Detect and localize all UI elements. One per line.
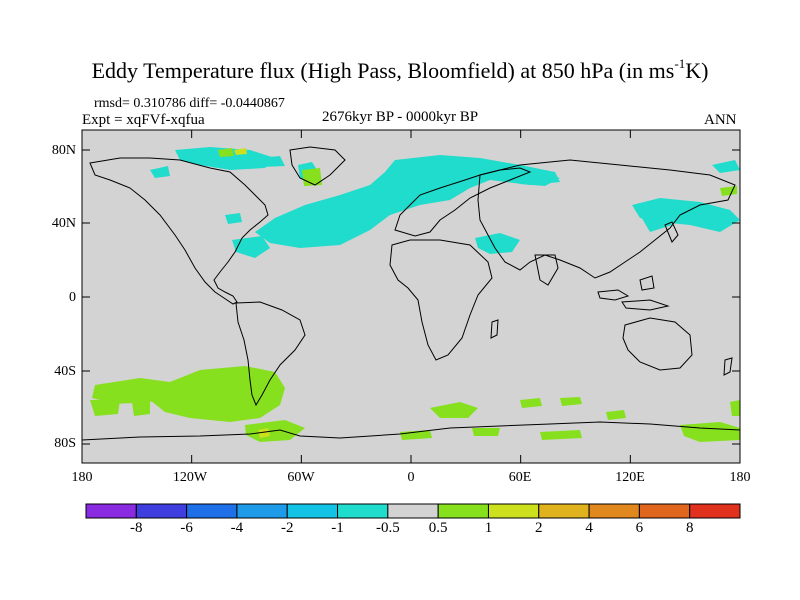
colorbar-swatch [85,503,137,519]
colorbar-label: 4 [585,520,593,536]
lon-label-180w: 180 [71,470,93,485]
lat-label-80n: 80N [51,143,76,158]
lat-label-80s: 80S [54,436,76,451]
title-superscript: -1 [674,56,686,71]
colorbar-swatch [135,503,188,519]
colorbar-label: 2 [535,520,543,536]
colorbar-swatch [689,503,741,519]
colorbar-swatch [588,503,640,519]
axis-ticks [81,130,741,463]
colorbar-label: -8 [130,520,143,536]
colorbar-label: -6 [180,520,193,536]
colorbar-label: -1 [331,520,344,536]
colorbar-swatch [337,503,389,519]
title-end: K) [685,58,709,83]
colorbar-swatch [638,503,691,519]
colorbar-swatch [387,503,439,519]
lat-label-0: 0 [69,290,76,305]
season-text: ANN [704,112,737,128]
rmsd-diff-text: rmsd= 0.310786 diff= -0.0440867 [94,96,285,111]
experiment-text: Expt = xqFVf-xqfua [82,112,205,128]
title-text: Eddy Temperature flux (High Pass, Bloomf… [91,58,675,83]
lon-label-120e: 120E [615,470,645,485]
colorbar-label: -4 [230,520,244,536]
lon-label-60e: 60E [508,470,532,485]
colorbar-swatch [286,503,339,519]
anomaly-fields [90,147,740,442]
lat-label-40s: 40S [54,364,76,379]
yellow-anomaly-specks [234,148,270,438]
colorbar-swatch [437,503,489,519]
colorbar-label: 1 [484,520,493,536]
lat-label-40n: 40N [51,216,76,231]
lon-label-180e: 180 [729,470,751,485]
colorbar-swatch [236,503,288,519]
colorbar [85,503,741,519]
coastlines [82,146,740,441]
colorbar-label: 6 [635,520,644,536]
colorbar-label: 8 [685,520,694,536]
colorbar-swatch [186,503,238,519]
colorbar-label: -2 [280,520,294,536]
plot-title: Eddy Temperature flux (High Pass, Bloomf… [0,56,800,84]
colorbar-label: -0.5 [375,520,400,536]
lon-label-120w: 120W [172,470,208,485]
colorbar-swatch [487,503,540,519]
lon-label-0: 0 [407,470,415,485]
lon-label-60w: 60W [287,470,315,485]
colorbar-swatch [538,503,590,519]
colorbar-label: 0.5 [428,520,448,536]
period-text: 2676kyr BP - 0000kyr BP [322,109,479,125]
